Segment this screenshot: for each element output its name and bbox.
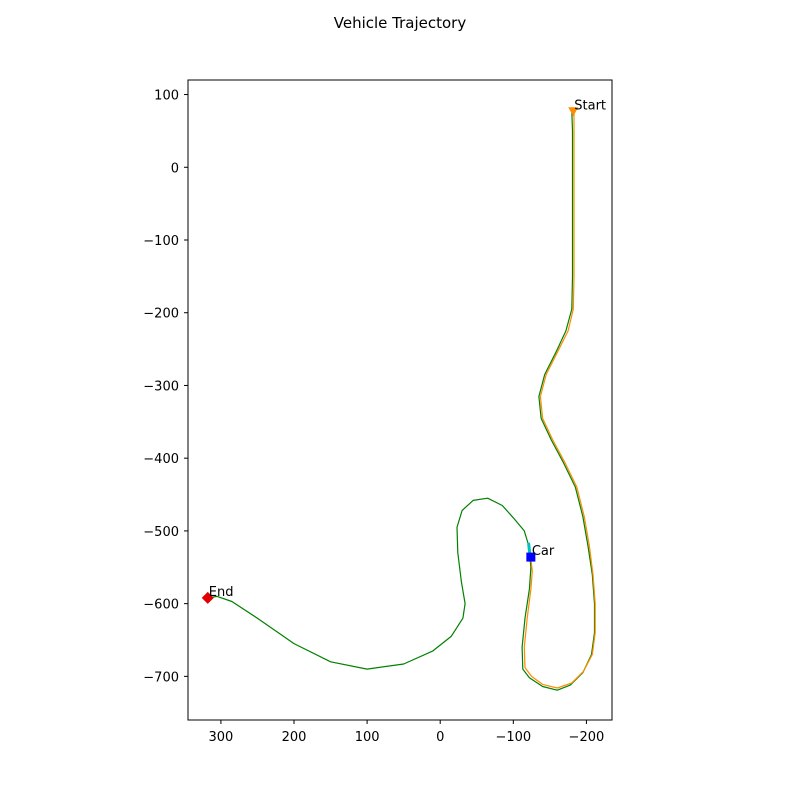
x-tick-label: 200 [282, 730, 307, 745]
y-tick-label: 100 [154, 89, 179, 104]
y-tick-label: −500 [143, 525, 179, 540]
y-tick-label: −100 [143, 234, 179, 249]
y-tick-label: −700 [143, 670, 179, 685]
markers: Start Car End [201, 98, 606, 604]
y-tick-label: −600 [143, 598, 179, 613]
y-tick-label: −300 [143, 379, 179, 394]
y-axis: 100 0 −100 −200 −300 −400 −500 −600 −700 [143, 89, 188, 685]
y-tick-label: −400 [143, 452, 179, 467]
chart-title: Vehicle Trajectory [334, 14, 467, 32]
y-tick-label: −200 [143, 307, 179, 322]
plot-area [207, 109, 596, 691]
x-tick-label: 300 [208, 730, 233, 745]
x-tick-label: 100 [355, 730, 380, 745]
x-tick-label: 0 [436, 730, 444, 745]
start-label: Start [574, 98, 606, 113]
x-axis: 300 200 100 0 −100 −200 [208, 720, 604, 745]
car-label: Car [532, 544, 555, 559]
x-tick-label: −200 [569, 730, 605, 745]
car-marker [526, 552, 536, 562]
end-label: End [209, 585, 234, 600]
series-line-1 [207, 109, 596, 691]
start-marker [568, 107, 579, 117]
y-tick-label: 0 [171, 161, 179, 176]
x-tick-label: −100 [495, 730, 531, 745]
series-line-2 [523, 109, 596, 689]
end-marker [201, 591, 214, 604]
axes-frame [187, 79, 613, 721]
